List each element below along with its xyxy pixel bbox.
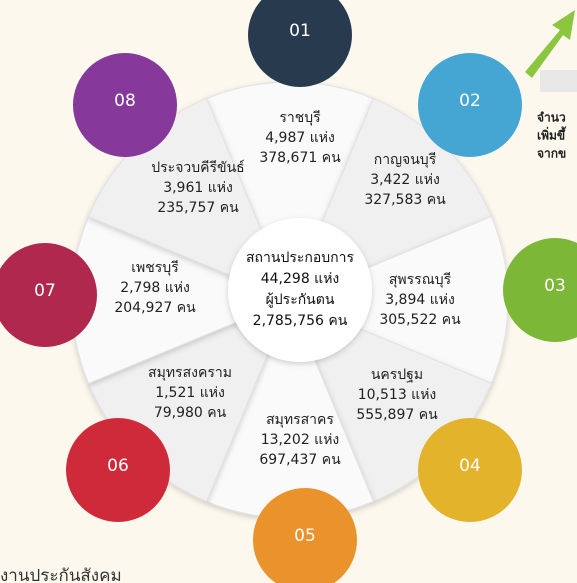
number-badge — [503, 238, 577, 342]
segment-number: 06 — [107, 456, 129, 476]
center-text: 44,298 แห่ง — [261, 271, 340, 287]
segment-number: 05 — [294, 526, 316, 546]
segment-number: 01 — [289, 21, 311, 41]
center-text: ผู้ประกันตน — [266, 292, 335, 308]
segment-establishments: 3,894 แห่ง — [385, 292, 455, 308]
center-text: สถานประกอบการ — [246, 250, 354, 266]
segment-number: 03 — [544, 276, 566, 296]
segment-establishments: 2,798 แห่ง — [120, 280, 190, 296]
segment-persons: 79,980 คน — [154, 405, 227, 421]
segment-province: สมุทรสงคราม — [148, 365, 232, 381]
side-note: จากข — [537, 147, 566, 161]
segment-persons: 555,897 คน — [356, 407, 438, 423]
segment-persons: 305,522 คน — [379, 312, 461, 328]
segment-persons: 378,671 คน — [259, 150, 341, 166]
segment-province: ราชบุรี — [279, 110, 321, 126]
center-circle — [228, 218, 372, 362]
segment-number: 04 — [459, 456, 481, 476]
segment-province: สุพรรณบุรี — [389, 272, 452, 288]
center-text: 2,785,756 คน — [253, 313, 348, 329]
segment-province: เพชรบุรี — [131, 260, 179, 276]
segment-establishments: 10,513 แห่ง — [358, 387, 437, 403]
segment-establishments: 1,521 แห่ง — [155, 385, 225, 401]
infographic: 01 02 03 04 05 06 07 08 ราชบุรี 4,987 แห่ง 378,67… — [0, 0, 577, 583]
segment-province: สมุทรสาคร — [266, 412, 334, 428]
segment-province: นครปฐม — [371, 367, 423, 383]
segment-number: 02 — [459, 91, 481, 111]
segment-establishments: 3,961 แห่ง — [163, 180, 233, 196]
side-note: เพิ่มขึ้ — [537, 126, 567, 143]
segment-establishments: 3,422 แห่ง — [370, 172, 440, 188]
segment-province: ประจวบคีรีขันธ์ — [151, 159, 244, 176]
segment-establishments: 13,202 แห่ง — [261, 432, 340, 448]
segment-number: 08 — [114, 91, 136, 111]
segment-persons: 204,927 คน — [114, 300, 196, 316]
segment-persons: 235,757 คน — [157, 200, 239, 216]
segment-province: กาญจนบุรี — [374, 152, 437, 168]
side-note: จำนว — [537, 111, 566, 125]
growth-arrow — [525, 10, 577, 92]
segment-number: 07 — [34, 281, 56, 301]
segment-persons: 697,437 คน — [259, 452, 341, 468]
number-badge — [248, 0, 352, 87]
footer-text: งานประกันสังคม — [0, 566, 122, 583]
segment-persons: 327,583 คน — [364, 192, 446, 208]
segment-establishments: 4,987 แห่ง — [265, 130, 335, 146]
